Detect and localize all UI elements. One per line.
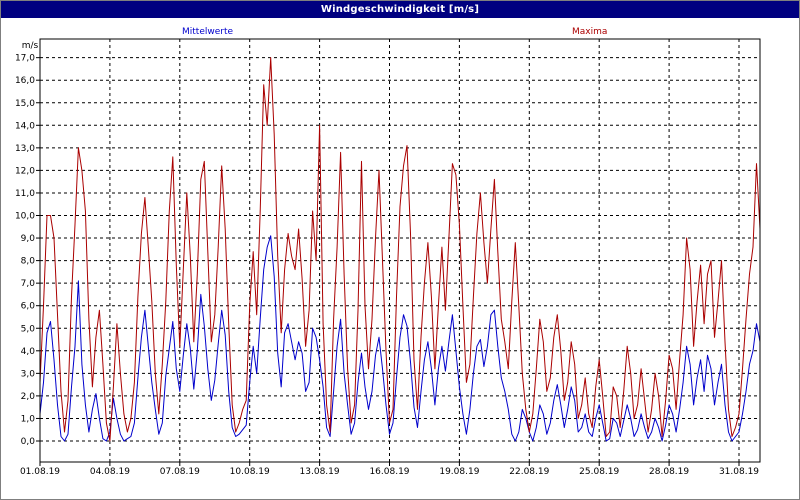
x-tick-label: 25.08.19 (579, 467, 619, 477)
y-tick-label: 14,0 (15, 121, 35, 131)
x-tick-label: 16.08.19 (369, 467, 409, 477)
grid-lines (40, 39, 760, 462)
y-tick-label: 6,0 (21, 302, 36, 312)
y-tick-label: 0,0 (21, 437, 36, 447)
x-tick-label: 31.08.19 (719, 467, 759, 477)
y-tick-label: 16,0 (15, 76, 35, 86)
series-line-mittelwerte (39, 235, 761, 442)
plot-border (39, 38, 761, 463)
y-tick-label: 9,0 (21, 234, 36, 244)
x-tick-label: 13.08.19 (300, 467, 340, 477)
x-tick-label: 10.08.19 (230, 467, 270, 477)
x-tick-label: 07.08.19 (160, 467, 200, 477)
y-axis: 0,0 1,0 2,0 3,0 4,0 5,0 6,0 7,0 8,0 9,0 10,0 11,0 12… (15, 54, 40, 447)
x-tick-label: 28.08.19 (649, 467, 689, 477)
x-axis: 01.08.19 04.08.19 07.08.19 10.08.19 13.08.19… (20, 462, 759, 477)
y-tick-label: 12,0 (15, 166, 35, 176)
y-tick-label: 15,0 (15, 99, 35, 109)
legend-series-maxima: Maxima (572, 27, 608, 37)
y-tick-label: 10,0 (15, 212, 35, 222)
y-tick-label: 5,0 (21, 324, 36, 334)
series-lines (39, 57, 761, 442)
legend-series-mittelwerte: Mittelwerte (182, 27, 234, 37)
window-title: Windgeschwindigkeit [m/s] (1, 1, 799, 18)
y-tick-label: 8,0 (21, 257, 36, 267)
y-tick-label: 11,0 (15, 189, 35, 199)
y-tick-label: 4,0 (21, 347, 36, 357)
y-tick-label: 13,0 (15, 144, 35, 154)
x-tick-label: 22.08.19 (509, 467, 549, 477)
x-tick-label: 19.08.19 (439, 467, 479, 477)
y-tick-label: 2,0 (21, 392, 36, 402)
y-tick-label: 1,0 (21, 414, 36, 424)
y-axis-unit-label: m/s (22, 41, 39, 51)
series-line-maxima (39, 57, 761, 442)
y-tick-label: 17,0 (15, 54, 35, 64)
plot-frame (39, 38, 761, 463)
y-tick-label: 7,0 (21, 279, 36, 289)
y-tick-label: 3,0 (21, 369, 36, 379)
x-tick-label: 01.08.19 (20, 467, 60, 477)
x-tick-label: 04.08.19 (90, 467, 130, 477)
